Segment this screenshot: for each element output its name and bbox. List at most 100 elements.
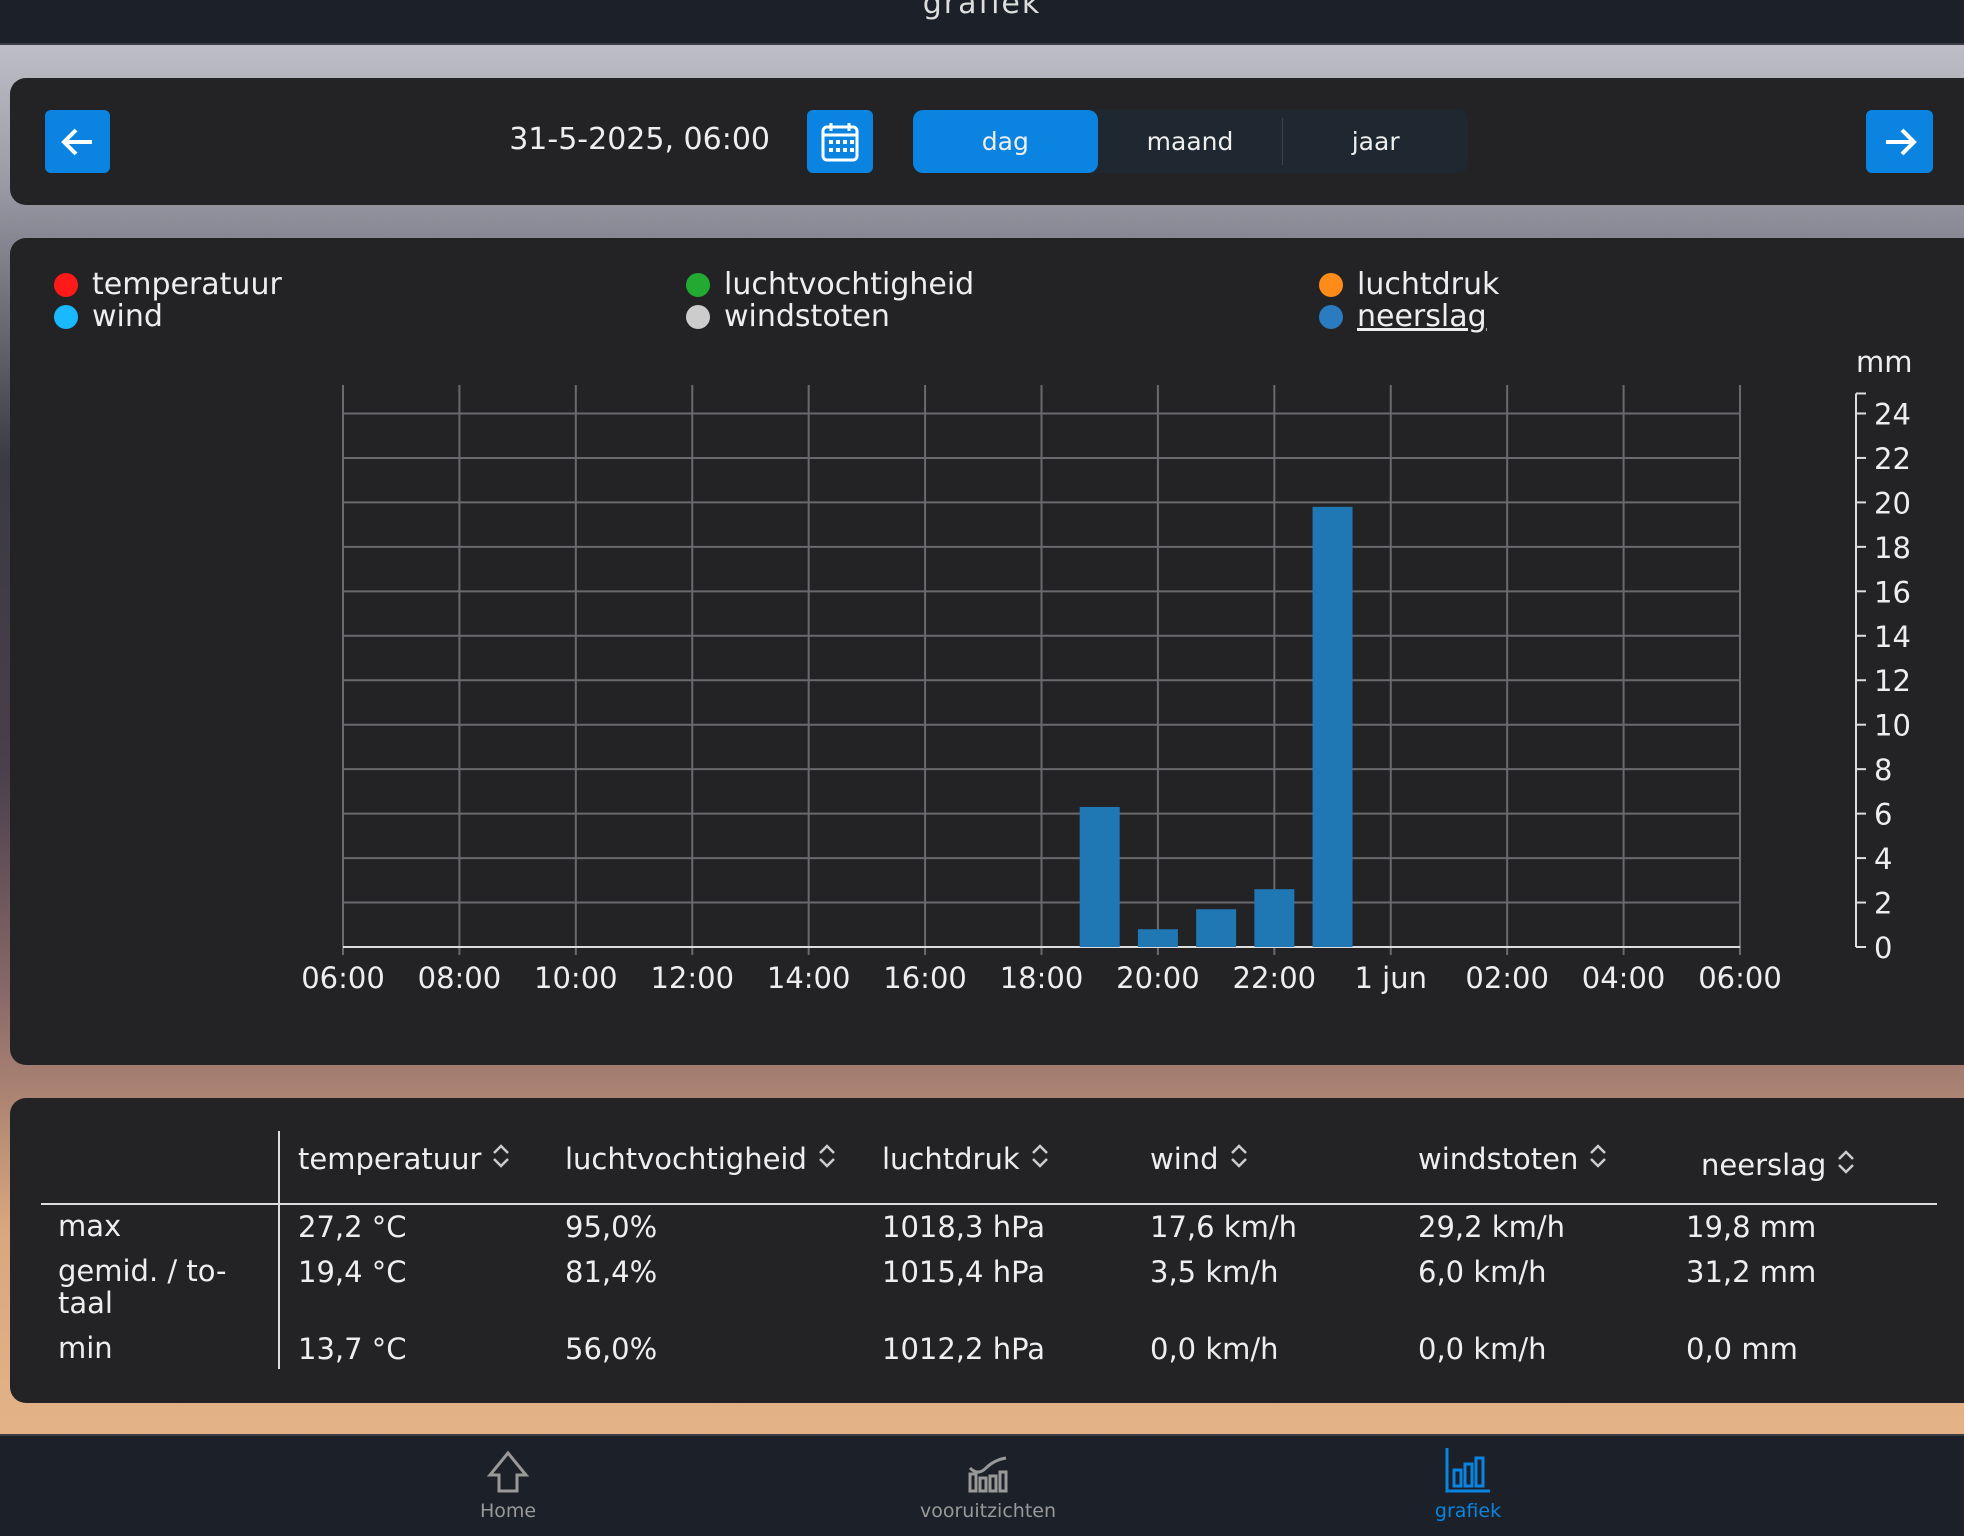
table-cell: 0,0 km/h <box>1418 1332 1547 1366</box>
legend-item-wind[interactable]: wind <box>54 299 163 334</box>
legend-dot <box>686 272 710 297</box>
sort-icon <box>491 1143 511 1175</box>
x-tick-label: 08:00 <box>418 961 502 995</box>
sort-icon <box>1588 1143 1608 1175</box>
calendar-button[interactable] <box>807 110 873 173</box>
x-tick-label: 16:00 <box>883 961 967 995</box>
bar-chart-icon <box>1445 1448 1490 1493</box>
y-tick-label: 12 <box>1874 664 1911 698</box>
segment-jaar[interactable]: jaar <box>1351 127 1400 156</box>
segment-maand[interactable]: maand <box>1098 118 1284 165</box>
legend-item-luchtvochtigheid[interactable]: luchtvochtigheid <box>686 267 974 302</box>
table-header-divider <box>41 1203 1937 1205</box>
column-header-label: wind <box>1150 1142 1219 1176</box>
legend-label: windstoten <box>724 299 890 334</box>
arrow-left-icon <box>60 128 92 155</box>
column-header-label: temperatuur <box>298 1142 482 1176</box>
table-cell: 1018,3 hPa <box>882 1210 1046 1244</box>
table-cell: 13,7 °C <box>298 1332 407 1366</box>
column-header-label: luchtdruk <box>882 1142 1020 1176</box>
y-tick-label: 0 <box>1874 931 1892 965</box>
sort-icon <box>817 1143 837 1175</box>
table-cell: 1015,4 hPa <box>882 1255 1046 1289</box>
bar-23:00 <box>1312 506 1353 947</box>
table-cell: 0,0 km/h <box>1150 1332 1279 1366</box>
bar-21:00 <box>1196 909 1237 947</box>
arrow-right-icon <box>1885 128 1917 155</box>
y-tick-label: 2 <box>1874 887 1892 921</box>
legend-item-neerslag[interactable]: neerslag <box>1319 299 1487 334</box>
top-bar: grafiek <box>0 0 1964 45</box>
table-cell: 31,2 mm <box>1686 1255 1817 1289</box>
x-tick-label: 22:00 <box>1233 961 1317 995</box>
row-label-2: min <box>58 1331 113 1365</box>
y-tick-label: 16 <box>1874 575 1911 609</box>
table-cell: 17,6 km/h <box>1150 1210 1297 1244</box>
legend-dot <box>54 272 78 297</box>
legend-dot <box>686 304 710 329</box>
legend-item-temperatuur[interactable]: temperatuur <box>54 267 282 302</box>
sort-icon <box>1229 1143 1249 1175</box>
calendar-icon <box>821 122 859 161</box>
next-button[interactable] <box>1866 110 1933 173</box>
y-tick-label: 22 <box>1874 442 1911 476</box>
prev-button[interactable] <box>45 110 110 173</box>
segment-dag[interactable]: dag <box>913 110 1098 173</box>
legend-dot <box>1319 272 1343 297</box>
x-tick-label: 18:00 <box>1000 961 1084 995</box>
table-cell: 1012,2 hPa <box>882 1332 1046 1366</box>
x-tick-label: 14:00 <box>767 961 851 995</box>
table-cell: 29,2 km/h <box>1418 1210 1565 1244</box>
table-cell: 19,4 °C <box>298 1255 407 1289</box>
date-display: 31-5-2025, 06:00 <box>509 122 770 157</box>
x-tick-label: 10:00 <box>534 961 618 995</box>
y-tick-label: 18 <box>1874 531 1911 565</box>
table-cell: 6,0 km/h <box>1418 1255 1547 1289</box>
y-tick-label: 14 <box>1874 620 1911 654</box>
legend-label: temperatuur <box>92 267 282 302</box>
column-header-luchtvochtigheid[interactable]: luchtvochtigheid <box>565 1142 837 1176</box>
y-tick-label: 20 <box>1874 486 1911 520</box>
column-header-luchtdruk[interactable]: luchtdruk <box>882 1142 1050 1176</box>
column-header-neerslag[interactable]: neerslag <box>1701 1148 1856 1182</box>
nav-vooruitzichten-label: vooruitzichten <box>920 1500 1056 1522</box>
table-cell: 56,0% <box>565 1332 658 1366</box>
home-icon <box>486 1450 530 1493</box>
bar-19:00 <box>1079 806 1120 947</box>
table-cell: 27,2 °C <box>298 1210 407 1244</box>
x-tick-label: 20:00 <box>1116 961 1200 995</box>
chart-card <box>10 238 1964 1065</box>
column-header-windstoten[interactable]: windstoten <box>1418 1142 1608 1176</box>
row-label-0: max <box>58 1209 122 1243</box>
x-tick-label: 12:00 <box>650 961 734 995</box>
legend-label: luchtvochtigheid <box>724 267 975 302</box>
table-cell: 0,0 mm <box>1686 1332 1798 1366</box>
table-cell: 81,4% <box>565 1255 658 1289</box>
bar-22:00 <box>1254 889 1295 947</box>
legend-item-luchtdruk[interactable]: luchtdruk <box>1319 267 1499 302</box>
legend-item-windstoten[interactable]: windstoten <box>686 299 890 334</box>
row-label-1: gemid. / to- taal <box>58 1254 227 1320</box>
column-header-label: windstoten <box>1418 1142 1579 1176</box>
y-tick-label: 8 <box>1874 753 1892 787</box>
legend-dot <box>54 304 78 329</box>
forecast-icon <box>968 1456 1008 1493</box>
legend-dot <box>1319 304 1343 329</box>
legend-label: luchtdruk <box>1357 267 1500 302</box>
legend-label: wind <box>92 299 163 334</box>
stats-card <box>10 1098 1964 1403</box>
column-header-wind[interactable]: wind <box>1150 1142 1249 1176</box>
y-axis-label: mm <box>1856 345 1913 379</box>
bottom-nav <box>0 1434 1964 1536</box>
nav-home-label: Home <box>479 1500 537 1522</box>
sort-icon <box>1836 1149 1856 1181</box>
x-tick-label: 06:00 <box>301 961 385 995</box>
table-cell: 95,0% <box>565 1210 658 1244</box>
table-cell: 19,8 mm <box>1686 1210 1817 1244</box>
column-header-temperatuur[interactable]: temperatuur <box>298 1142 511 1176</box>
x-tick-label: 04:00 <box>1582 961 1666 995</box>
y-tick-label: 24 <box>1874 397 1911 431</box>
page-title: grafiek <box>922 0 1042 21</box>
y-tick-label: 10 <box>1874 709 1911 743</box>
legend-label: neerslag <box>1357 299 1487 334</box>
